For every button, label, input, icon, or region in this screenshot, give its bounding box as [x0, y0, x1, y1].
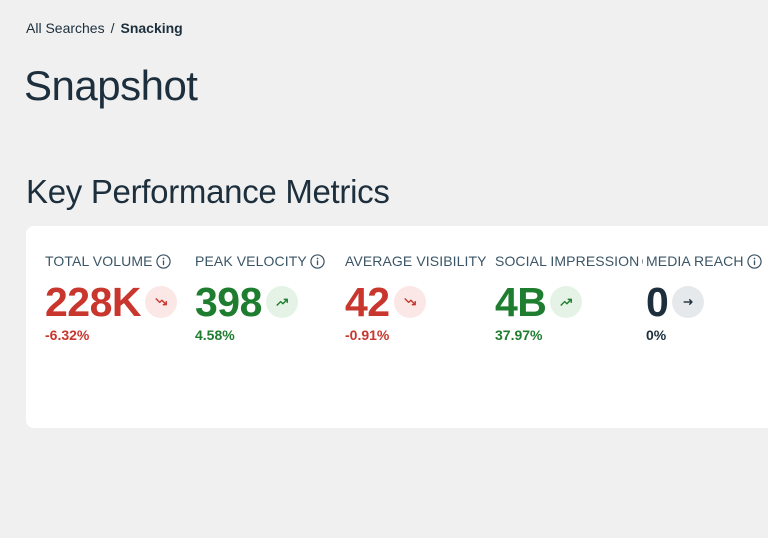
trending-down-icon: [145, 286, 178, 318]
metric-change: 4.58%: [195, 327, 235, 343]
metric-change: 37.97%: [495, 327, 543, 343]
metric-value: 0: [646, 279, 669, 325]
metric-change: -0.91%: [345, 327, 390, 343]
trending-up-icon: [265, 286, 298, 318]
metric-label: AVERAGE VISIBILITY: [345, 253, 487, 269]
metric-value: 398: [195, 279, 262, 325]
info-icon[interactable]: [310, 253, 325, 269]
trending-up-icon: [550, 286, 583, 318]
info-icon[interactable]: [155, 253, 171, 269]
metric-value: 4B: [495, 279, 547, 325]
breadcrumb-separator: /: [110, 20, 115, 36]
metric-label: SOCIAL IMPRESSION: [495, 253, 640, 269]
arrow-right-icon: [672, 286, 705, 318]
metric-label: TOTAL VOLUME: [45, 253, 153, 269]
page-title: Snapshot: [24, 62, 198, 109]
metric-average-visibility: AVERAGE VISIBILITY 42 -0.91%: [345, 226, 487, 428]
metric-label: MEDIA REACH: [646, 253, 744, 269]
metric-value: 42: [345, 279, 390, 325]
info-icon[interactable]: [746, 253, 762, 269]
metric-total-volume: TOTAL VOLUME 228K -6.32%: [45, 226, 195, 428]
metric-value: 228K: [45, 279, 142, 325]
section-title: Key Performance Metrics: [26, 173, 390, 210]
trending-down-icon: [393, 286, 426, 318]
metric-peak-velocity: PEAK VELOCITY 398 4.58%: [195, 226, 345, 428]
metric-change: 0%: [646, 327, 667, 343]
metrics-card: TOTAL VOLUME 228K -6.32% PEAK VELOCITY 3…: [26, 226, 768, 428]
breadcrumb-link-all-searches[interactable]: All Searches: [26, 20, 105, 36]
metric-change: -6.32%: [45, 327, 90, 343]
breadcrumb-current: Snacking: [120, 20, 183, 36]
info-icon[interactable]: [642, 254, 643, 269]
metric-media-reach: MEDIA REACH 0 0%: [646, 226, 768, 428]
metric-social-impression: SOCIAL IMPRESSION 4B 37.97%: [495, 226, 643, 428]
metric-label: PEAK VELOCITY: [195, 253, 307, 269]
breadcrumb: All Searches / Snacking: [26, 20, 183, 36]
